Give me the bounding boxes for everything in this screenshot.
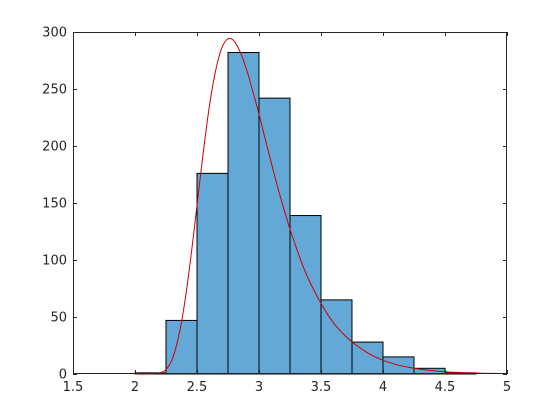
histogram-bar-2 bbox=[196, 172, 229, 375]
x-tick-label-7: 5 bbox=[503, 380, 511, 395]
y-axis: 0 50 100 150 200 250 300 bbox=[42, 26, 507, 383]
y-tick-label-5: 250 bbox=[42, 83, 67, 98]
x-axis: 1.5 2 2.5 3 3.5 4 4.5 5 bbox=[63, 32, 511, 395]
y-tick-label-1: 50 bbox=[50, 311, 67, 326]
x-tick-label-0: 1.5 bbox=[63, 380, 84, 395]
y-tick-label-0: 0 bbox=[59, 368, 67, 383]
histogram-bar-1 bbox=[165, 319, 198, 375]
x-tick-label-4: 3.5 bbox=[311, 380, 332, 395]
fit-curve-line bbox=[134, 37, 508, 375]
x-tick-label-1: 2 bbox=[131, 380, 139, 395]
x-tick-label-6: 4.5 bbox=[435, 380, 456, 395]
x-tick-label-3: 3 bbox=[255, 380, 263, 395]
histogram-bar-4 bbox=[258, 97, 291, 375]
x-tick-label-2: 2.5 bbox=[187, 380, 208, 395]
histogram-bars bbox=[134, 52, 477, 375]
y-tick-label-3: 150 bbox=[42, 197, 67, 212]
y-tick-label-4: 200 bbox=[42, 140, 67, 155]
y-tick-label-2: 100 bbox=[42, 254, 67, 269]
histogram-bar-3 bbox=[227, 52, 260, 375]
x-tick-label-5: 4 bbox=[379, 380, 387, 395]
y-tick-label-6: 300 bbox=[42, 26, 67, 41]
